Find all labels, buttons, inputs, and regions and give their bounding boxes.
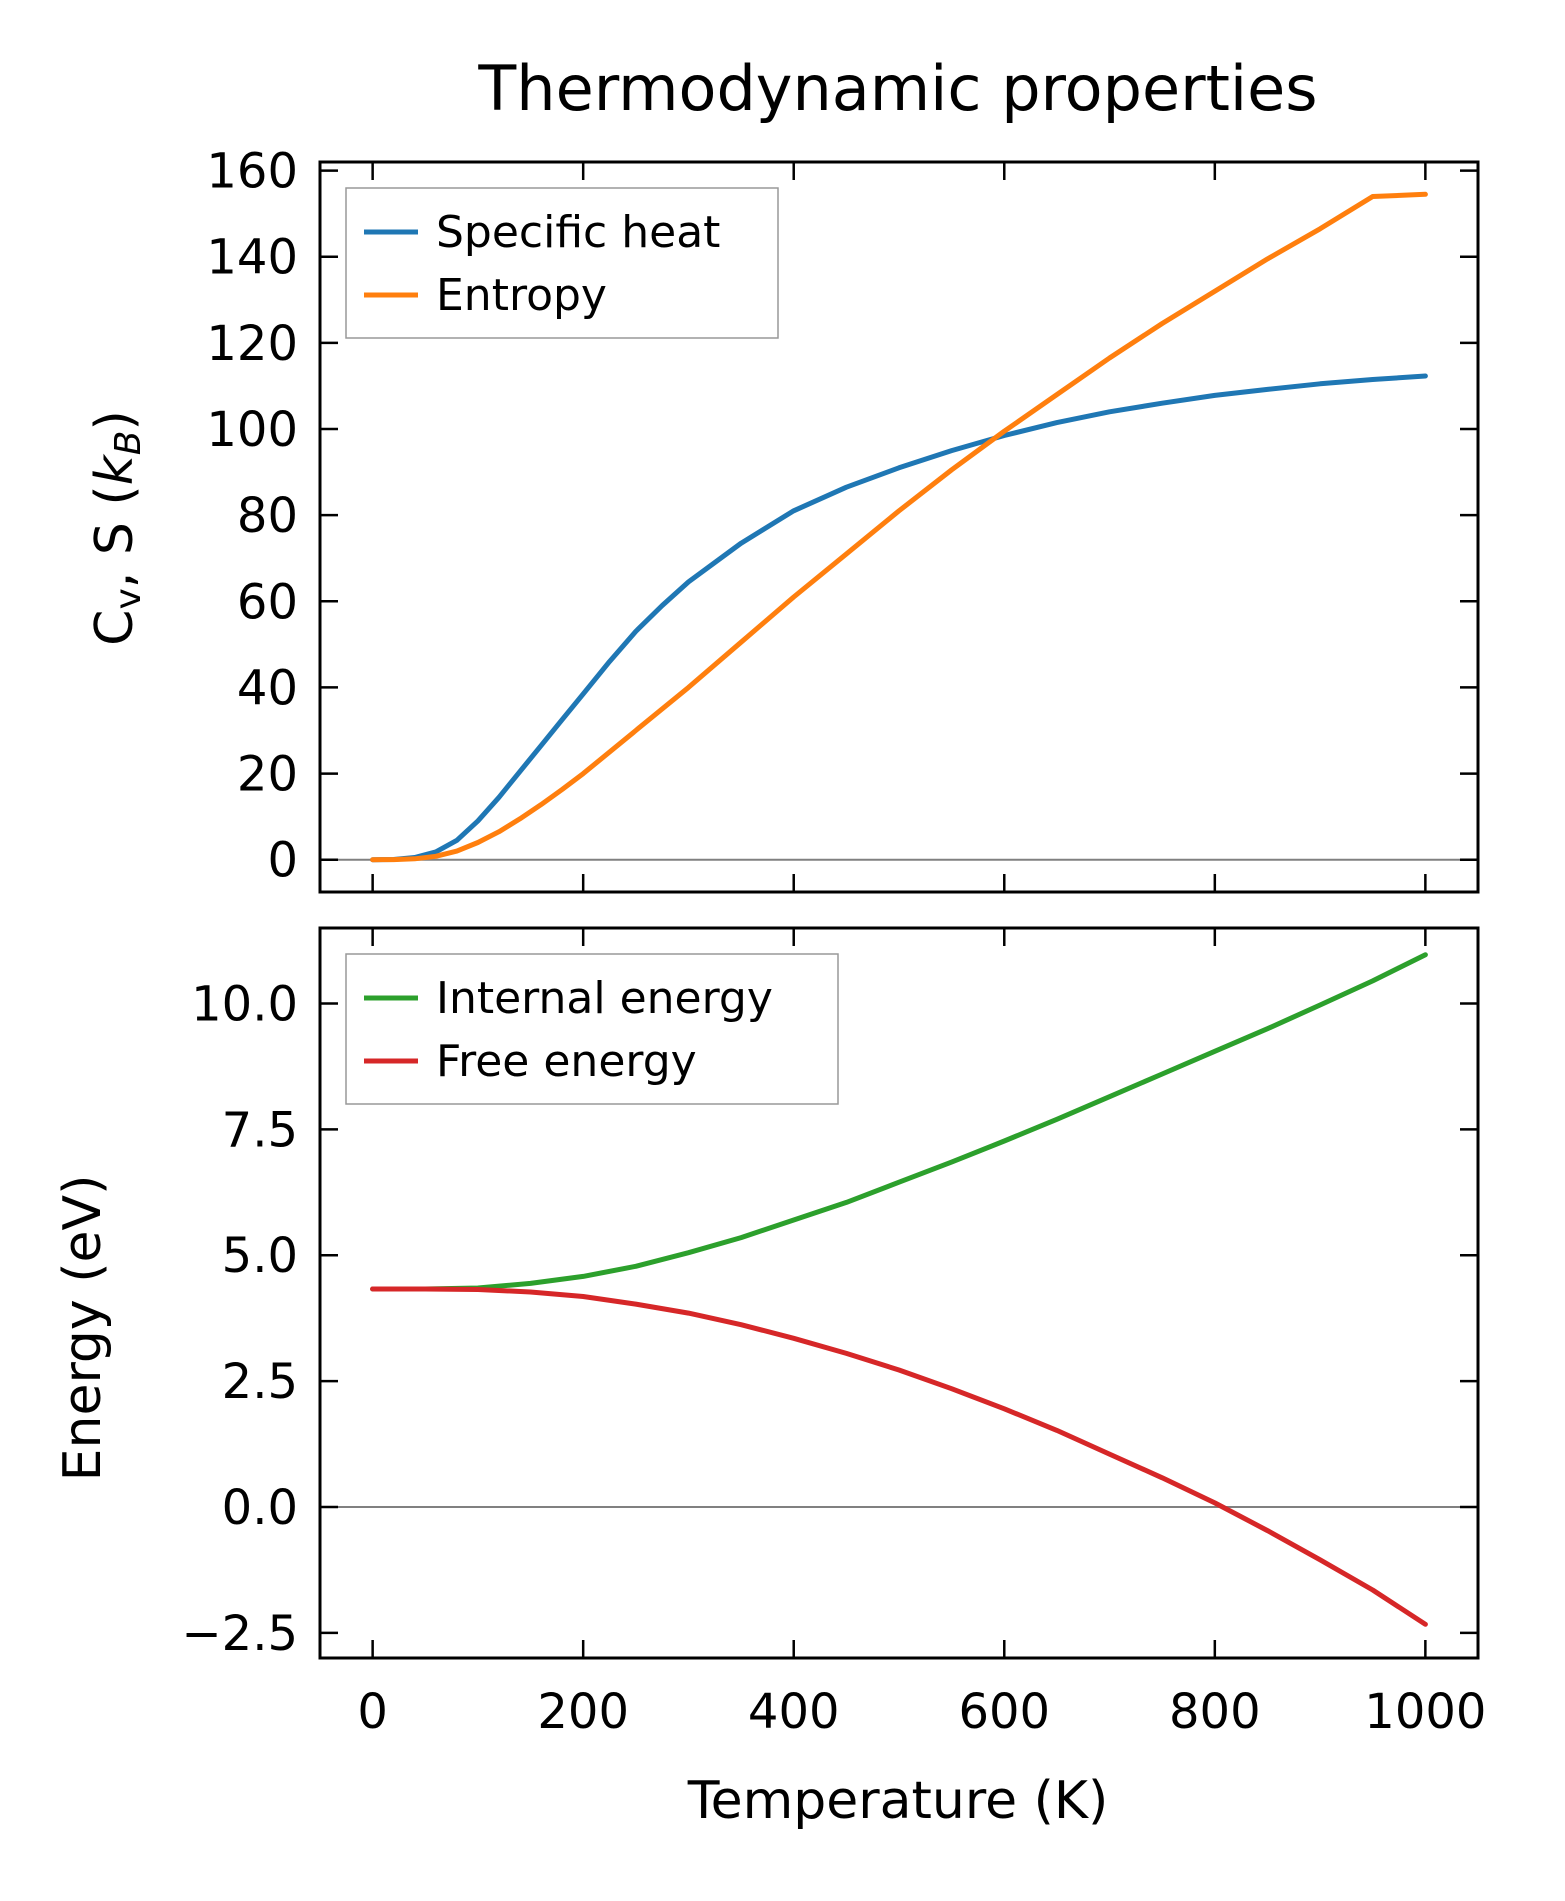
top-axes-frame [318, 160, 1480, 894]
bottom-series-line-internal-energy [370, 952, 1428, 1292]
bottom-legend: Internal energy Free energy [345, 953, 839, 1105]
top-y-tick-label: 60 [237, 574, 298, 630]
bottom-y-tick-label: 7.5 [222, 1102, 298, 1158]
bottom-y-tick-label: 10.0 [191, 977, 298, 1033]
bottom-x-tick-label: 0 [357, 1684, 388, 1740]
top-series-line-specific-heat [370, 373, 1428, 863]
bottom-legend-box [345, 953, 839, 1105]
bottom-legend-label: Internal energy [436, 973, 773, 1024]
top-y-axis-label: Cv, S (kB) [85, 410, 149, 646]
top-y-tick-label: 120 [206, 316, 298, 372]
top-y-tick-label: 100 [206, 402, 298, 458]
top-y-tick-label: 20 [237, 747, 298, 803]
top-y-tick-label: 140 [206, 230, 298, 286]
bottom-y-axis-label: Energy (eV) [53, 1175, 113, 1482]
bottom-x-tick-label: 1000 [1364, 1684, 1486, 1740]
top-y-tick-label: 160 [206, 144, 298, 200]
bottom-x-tick-label: 800 [1169, 1684, 1261, 1740]
top-panel-specific-heat-entropy: 0 20 40 60 80 100 120 140 160 Specific heat Entrop… [206, 144, 1480, 894]
top-legend: Specific heat Entropy [345, 187, 779, 339]
bottom-x-tick-label: 400 [748, 1684, 840, 1740]
top-legend-label: Specific heat [436, 207, 720, 258]
top-series-line-entropy [370, 191, 1428, 863]
bottom-y-tick-label: 0.0 [222, 1480, 298, 1536]
top-legend-label: Entropy [436, 270, 607, 321]
bottom-y-tick-label: −2.5 [181, 1606, 298, 1662]
bottom-x-tick-label: 600 [958, 1684, 1050, 1740]
top-y-tick-label: 40 [237, 660, 298, 716]
top-y-tick-label: 80 [237, 488, 298, 544]
top-legend-box [345, 187, 779, 339]
bottom-axes-frame [318, 926, 1480, 1660]
bottom-panel-energy: 0 200 400 600 800 1000 −2.5 0.0 2.5 5.0 7.5 10.0 Int… [181, 926, 1486, 1740]
bottom-x-tick-label: 200 [537, 1684, 629, 1740]
bottom-series-line-free-energy [370, 1286, 1428, 1627]
bottom-legend-label: Free energy [436, 1036, 697, 1087]
chart-title: Thermodynamic properties [477, 52, 1317, 125]
bottom-y-tick-label: 5.0 [222, 1228, 298, 1284]
top-y-tick-label: 0 [267, 833, 298, 889]
x-axis-label: Temperature (K) [687, 1771, 1109, 1831]
bottom-y-tick-label: 2.5 [222, 1354, 298, 1410]
